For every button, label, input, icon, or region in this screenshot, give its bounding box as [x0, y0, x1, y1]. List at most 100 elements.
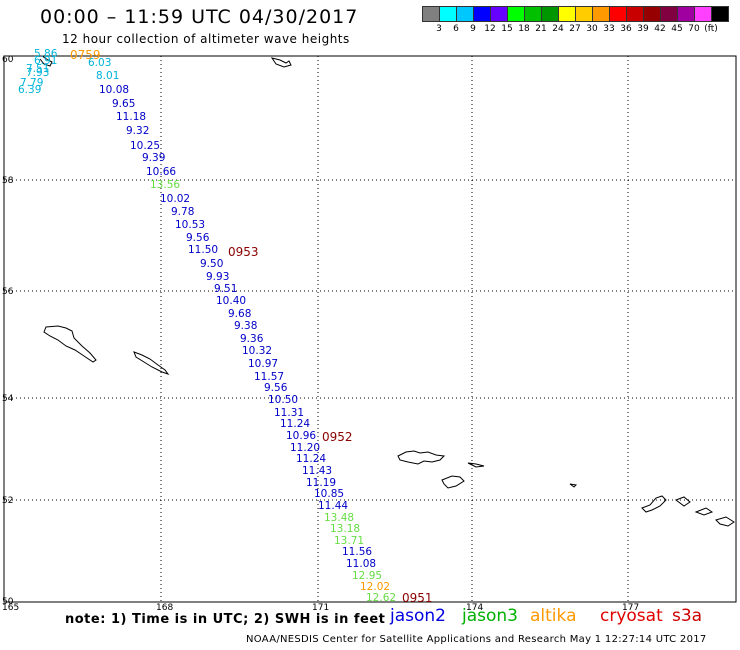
map-frame — [3, 55, 737, 603]
credit-line: NOAA/NESDIS Center for Satellite Applica… — [246, 634, 707, 645]
wave-height-value: 7.93 — [26, 67, 49, 79]
wave-height-value: 11.19 — [306, 477, 336, 489]
pass-time-stamp: 0952 — [322, 430, 353, 444]
wave-height-value: 11.44 — [318, 500, 348, 512]
footer-note: note: 1) Time is in UTC; 2) SWH is in fe… — [65, 612, 386, 627]
longitude-label: 171 — [312, 603, 329, 613]
latitude-label: 52 — [2, 496, 13, 506]
wave-height-value: 10.25 — [130, 140, 160, 152]
wave-height-value: 12.62 — [366, 592, 396, 604]
wave-height-value: 10.32 — [242, 345, 272, 357]
pass-time-stamps: 0759 0953 0952 0951 — [70, 48, 433, 605]
fox-islands-coast — [397, 450, 446, 465]
latitude-axis-labels: 60 58 56 54 52 50 — [2, 55, 14, 607]
wave-height-value: 7.51 — [26, 63, 49, 75]
aleutian-islet-a-coast — [467, 462, 485, 468]
latitude-gridlines — [4, 179, 736, 501]
wave-height-value: 9.38 — [234, 320, 257, 332]
latitude-label: 60 — [2, 55, 14, 65]
near-islands-a-coast — [674, 496, 691, 507]
legend-altika: altika — [530, 606, 577, 626]
page-title: 00:00 – 11:59 UTC 04/30/2017 — [40, 6, 359, 28]
wave-height-value: 11.18 — [116, 111, 146, 123]
wave-height-value: 13.71 — [334, 535, 364, 547]
latitude-label: 58 — [2, 176, 14, 186]
rat-islands-coast — [641, 495, 667, 513]
colorbar-label: 27 — [569, 24, 581, 34]
latitude-label: 56 — [2, 287, 14, 297]
wave-height-value: 11.43 — [302, 465, 332, 477]
wave-height-value: 6.91 — [34, 55, 57, 67]
legend-jason3: jason3 — [462, 606, 518, 626]
wave-height-value: 10.50 — [268, 394, 298, 406]
longitude-axis-labels: 165 168 171 174 177 — [2, 603, 639, 613]
wave-height-value: 11.08 — [346, 558, 376, 570]
colorbar-label: 24 — [552, 24, 564, 34]
wave-height-value: 9.56 — [186, 232, 210, 244]
longitude-label: 165 — [2, 603, 19, 613]
pass-time-stamp: 0953 — [228, 245, 259, 259]
near-islands-b-coast — [694, 507, 714, 516]
wave-height-value: 12.02 — [360, 581, 390, 593]
wave-height-value: 13.48 — [324, 512, 354, 524]
colorbar-swatch — [711, 6, 729, 22]
wave-height-value: 11.56 — [342, 546, 372, 558]
wave-height-value: 13.18 — [330, 523, 360, 535]
colorbar-label: 45 — [671, 24, 683, 34]
colorbar-label: 21 — [535, 24, 547, 34]
wave-height-value: 11.24 — [296, 453, 326, 465]
wave-height-value: 9.51 — [214, 283, 237, 295]
wave-height-value: 10.40 — [216, 295, 246, 307]
wave-height-value: 9.65 — [112, 98, 135, 110]
wave-height-value: 9.68 — [228, 308, 251, 320]
wave-height-value: 9.36 — [240, 333, 264, 345]
colorbar-label: 15 — [501, 24, 513, 34]
wave-height-value: 10.53 — [175, 219, 205, 231]
colorbar-label: 18 — [518, 24, 530, 34]
colorbar-label: 36 — [620, 24, 632, 34]
wave-height-value: 9.93 — [206, 271, 229, 283]
wave-height-value: 9.50 — [200, 258, 223, 270]
aleutian-islet-b-coast — [441, 475, 465, 489]
longitude-label: 168 — [156, 603, 173, 613]
wave-height-value: 11.57 — [254, 371, 284, 383]
pass-time-stamp: 0951 — [402, 591, 433, 605]
colorbar-label: 42 — [654, 24, 666, 34]
wave-height-value: 9.78 — [171, 206, 194, 218]
wave-height-value: 7.79 — [20, 77, 43, 89]
wave-height-value: 11.24 — [280, 418, 310, 430]
colorbar-label: 39 — [637, 24, 649, 34]
colorbar-label: 33 — [603, 24, 615, 34]
colorbar-label: (ft) — [704, 24, 718, 34]
wave-height-value: 10.96 — [286, 430, 316, 442]
wave-height-value: 12.95 — [352, 570, 382, 582]
latitude-label: 54 — [2, 394, 14, 404]
near-islands-c-coast — [715, 516, 735, 527]
longitude-gridlines — [160, 56, 629, 602]
wave-height-value: 10.85 — [314, 488, 344, 500]
wave-height-value: 11.31 — [274, 407, 304, 419]
aleutian-islet-c-coast — [569, 483, 578, 488]
page-subtitle: 12 hour collection of altimeter wave hei… — [62, 32, 350, 46]
wave-height-value: 8.01 — [96, 70, 119, 82]
wave-height-value: 11.50 — [188, 244, 218, 256]
wave-height-value: 13.56 — [150, 179, 180, 191]
st-matthew-island-coast — [270, 57, 292, 68]
longitude-label: 177 — [622, 603, 639, 613]
wave-height-value: 9.32 — [126, 125, 149, 137]
wave-height-value: 10.66 — [146, 166, 176, 178]
colorbar-label: 3 — [436, 24, 442, 34]
wave-height-value: 9.39 — [142, 152, 165, 164]
wave-height-value: 9.56 — [264, 382, 288, 394]
colorbar-label: 9 — [470, 24, 476, 34]
pribilof-st-george-island-coast — [133, 351, 170, 375]
longitude-label: 174 — [466, 603, 483, 613]
wave-height-value: 10.02 — [160, 193, 190, 205]
colorbar-label: 70 — [688, 24, 700, 34]
colorbar-label: 6 — [453, 24, 459, 34]
legend-s3a: s3a — [672, 606, 703, 626]
pribilof-st-paul-island-coast — [43, 325, 97, 363]
latitude-label: 50 — [2, 597, 14, 607]
wave-height-value: 10.97 — [248, 358, 278, 370]
